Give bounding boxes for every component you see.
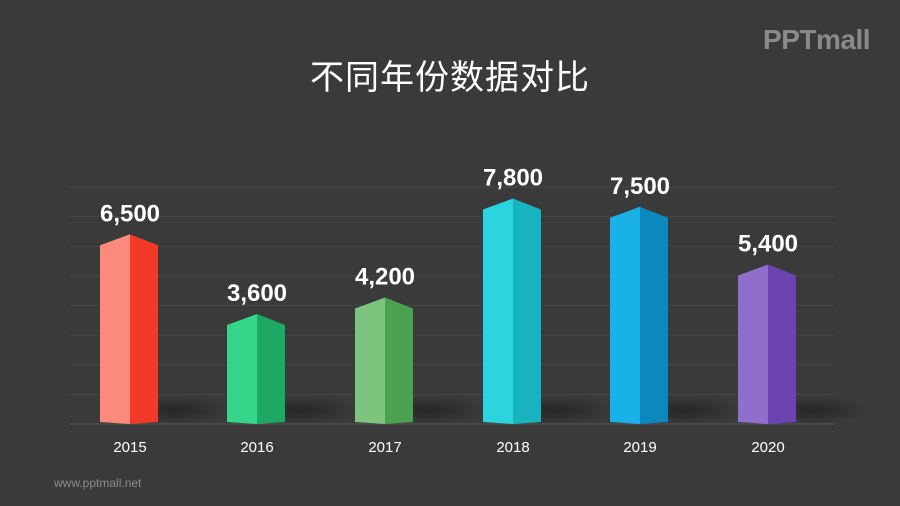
bar-front-face [483, 198, 513, 424]
bars [100, 198, 796, 424]
bar-2018 [483, 198, 541, 424]
x-tick-label: 2018 [496, 439, 529, 456]
bar-side-face [385, 297, 413, 424]
bar-2016 [227, 314, 285, 424]
value-label: 3,600 [227, 280, 287, 307]
gridlines [70, 186, 834, 425]
x-tick-label: 2020 [751, 439, 784, 456]
bar-front-face [355, 297, 385, 424]
value-label: 7,500 [610, 173, 670, 200]
bar-side-face [513, 198, 541, 424]
value-label: 4,200 [355, 264, 415, 291]
footer-url: www.pptmall.net [54, 476, 142, 490]
bar-front-face [227, 314, 257, 424]
value-label: 7,800 [483, 165, 543, 192]
bar-side-face [768, 264, 796, 424]
bar-2017 [355, 297, 413, 424]
bar-front-face [738, 264, 768, 424]
x-tick-label: 2016 [240, 439, 273, 456]
bar-2015 [100, 234, 158, 424]
value-label: 5,400 [738, 231, 798, 258]
bar-side-face [257, 314, 285, 424]
value-labels: 6,500 3,600 4,200 7,800 7,500 5,400 [100, 165, 798, 308]
x-tick-label: 2019 [623, 439, 656, 456]
bar-front-face [100, 234, 130, 424]
value-label: 6,500 [100, 200, 160, 227]
bar-side-face [130, 234, 158, 424]
x-tick-label: 2017 [368, 439, 401, 456]
brand-logo: PPTmall [763, 24, 870, 55]
x-tick-label: 2015 [113, 439, 146, 456]
bar-2020 [738, 264, 796, 424]
x-axis-ticks: 2015 2016 2017 2018 2019 2020 [113, 439, 784, 456]
bar-front-face [610, 206, 640, 424]
bar-side-face [640, 206, 668, 424]
chart-title: 不同年份数据对比 [310, 58, 590, 98]
bar-2019 [610, 206, 668, 424]
